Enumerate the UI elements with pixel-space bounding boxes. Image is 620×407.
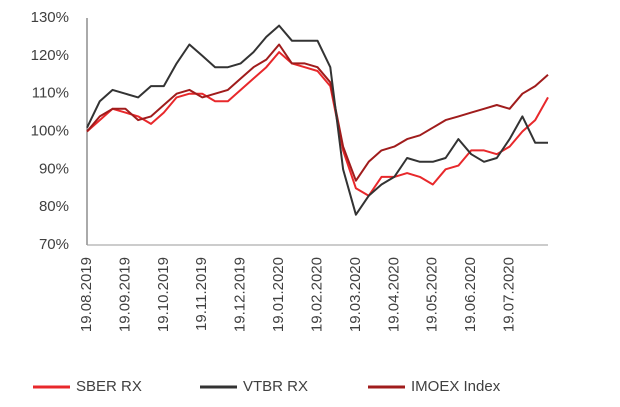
x-tick-label: 19.07.2020	[501, 257, 518, 332]
y-tick-label: 70%	[39, 236, 69, 253]
x-tick-label: 19.12.2019	[232, 257, 249, 332]
x-tick-label: 19.03.2020	[347, 257, 364, 332]
series-line	[86, 43, 549, 182]
y-tick-label: 100%	[31, 122, 69, 139]
y-tick-label: 80%	[39, 198, 69, 215]
x-tick-label: 19.05.2020	[424, 257, 441, 332]
x-tick-label: 19.08.2019	[78, 257, 95, 332]
x-tick-label: 19.01.2020	[270, 257, 287, 332]
legend-label: IMOEX Index	[411, 378, 501, 395]
series-line	[86, 51, 549, 197]
y-tick-label: 110%	[32, 85, 69, 102]
legend-label: SBER RX	[76, 378, 142, 395]
y-tick-label: 90%	[39, 160, 69, 177]
x-tick-label: 19.11.2019	[193, 257, 210, 331]
series-line	[86, 24, 548, 216]
x-tick-label: 19.10.2019	[155, 257, 172, 332]
legend-label: VTBR RX	[243, 378, 308, 395]
x-tick-label: 19.04.2020	[385, 257, 402, 332]
x-tick-label: 19.09.2019	[116, 257, 133, 332]
y-tick-label: 120%	[31, 47, 69, 64]
x-tick-label: 19.06.2020	[462, 257, 479, 332]
y-tick-label: 130%	[31, 9, 69, 26]
x-tick-label: 19.02.2020	[308, 257, 325, 332]
